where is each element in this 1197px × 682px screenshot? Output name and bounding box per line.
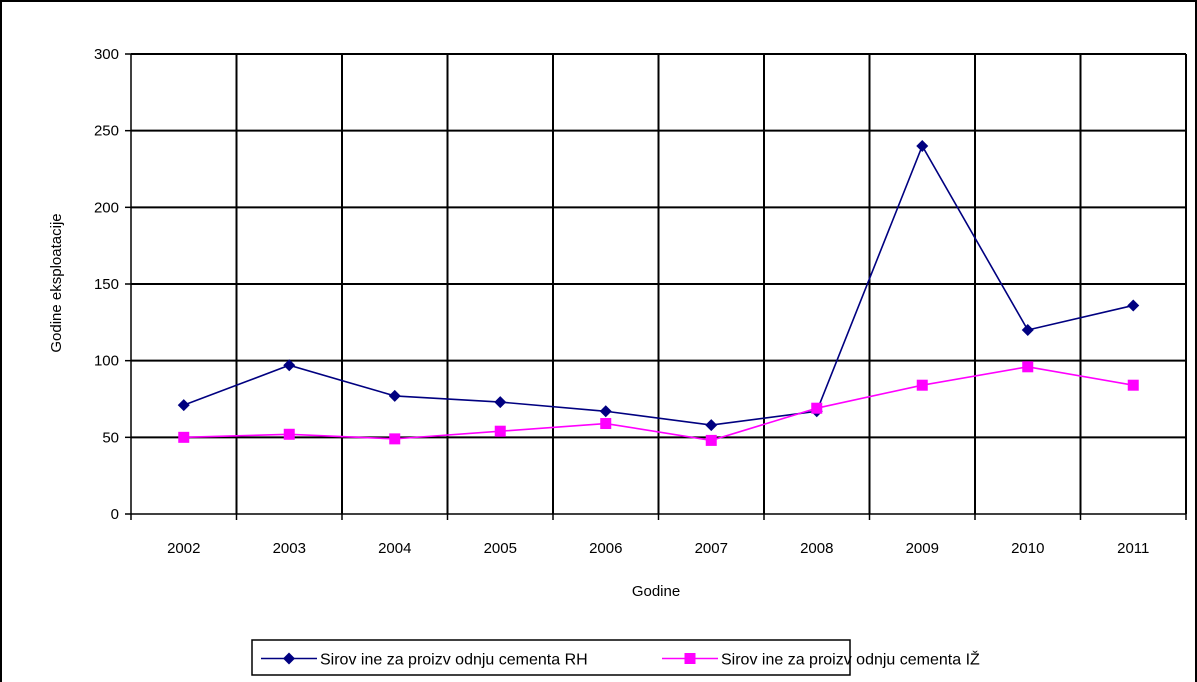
data-point bbox=[388, 389, 401, 402]
x-tick-label: 2003 bbox=[273, 540, 306, 557]
series-line bbox=[183, 144, 1134, 426]
data-point bbox=[1127, 299, 1140, 312]
data-point bbox=[177, 399, 190, 412]
x-tick-label: 2002 bbox=[167, 540, 200, 557]
y-axis-title: Godine eksploatacije bbox=[48, 213, 65, 352]
y-tick-label: 0 bbox=[111, 506, 119, 523]
data-point bbox=[283, 428, 295, 440]
x-tick-labels: 2002 2003 2004 2005 2006 2007 2008 2009 2010 2011 bbox=[167, 540, 1149, 557]
y-tick-label: 150 bbox=[94, 276, 119, 293]
data-point bbox=[916, 379, 928, 391]
data-point bbox=[1021, 324, 1034, 336]
x-tick-label: 2006 bbox=[589, 540, 622, 557]
y-tick-label: 250 bbox=[94, 123, 119, 140]
legend-label: Sirov ine za proizv odnju cementa IŽ bbox=[721, 650, 980, 669]
data-point bbox=[811, 402, 823, 414]
data-point bbox=[494, 425, 506, 437]
axes bbox=[125, 53, 1187, 520]
x-tick-label: 2008 bbox=[800, 540, 833, 557]
data-point bbox=[1127, 379, 1139, 391]
data-point bbox=[705, 434, 717, 446]
data-point bbox=[599, 405, 612, 418]
legend-marker bbox=[684, 653, 696, 664]
y-tick-labels: 0 50 100 150 200 250 300 bbox=[94, 46, 119, 523]
gridlines bbox=[131, 53, 1187, 514]
x-tick-label: 2005 bbox=[484, 540, 517, 557]
x-tick-label: 2010 bbox=[1011, 540, 1044, 557]
series-2 bbox=[178, 361, 1139, 446]
data-point bbox=[178, 431, 190, 443]
legend-label: Sirov ine za proizv odnju cementa RH bbox=[320, 652, 588, 669]
data-point bbox=[916, 140, 929, 152]
x-tick-label: 2011 bbox=[1117, 540, 1149, 557]
y-tick-label: 100 bbox=[94, 353, 119, 370]
y-tick-label: 300 bbox=[94, 46, 119, 63]
legend-entry-1: Sirov ine za proizv odnju cementa RH bbox=[261, 652, 588, 669]
series-line bbox=[183, 365, 1134, 442]
legend-box bbox=[251, 639, 851, 676]
x-tick-label: 2007 bbox=[695, 540, 728, 557]
legend: Sirov ine za proizv odnju cementa RH Siro… bbox=[251, 639, 980, 676]
x-tick-label: 2004 bbox=[378, 540, 411, 557]
data-point bbox=[494, 396, 507, 409]
data-point bbox=[1022, 361, 1034, 373]
data-point bbox=[600, 418, 612, 430]
data-point bbox=[283, 359, 296, 372]
y-tick-label: 50 bbox=[102, 429, 119, 446]
data-point bbox=[389, 433, 401, 445]
data-point bbox=[705, 419, 718, 432]
x-axis-title: Godine bbox=[632, 583, 680, 600]
y-tick-label: 200 bbox=[94, 199, 119, 216]
legend-entry-2: Sirov ine za proizv odnju cementa IŽ bbox=[662, 650, 980, 669]
x-tick-label: 2009 bbox=[906, 540, 939, 557]
series-layer bbox=[177, 140, 1140, 446]
legend-marker bbox=[283, 652, 295, 665]
